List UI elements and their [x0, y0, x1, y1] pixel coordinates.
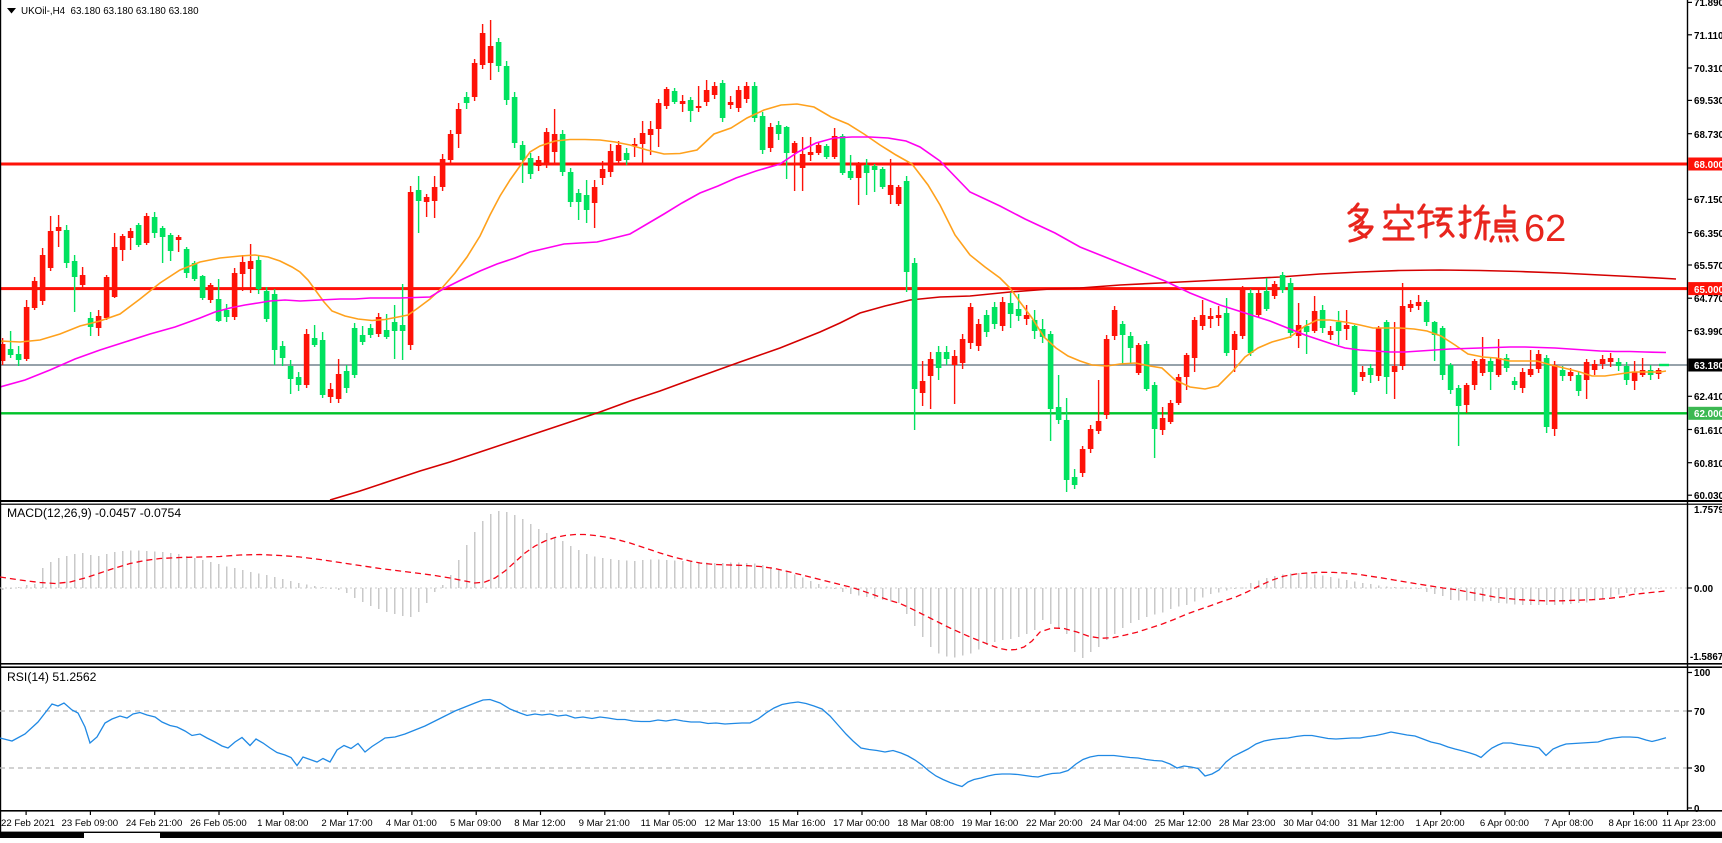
svg-text:26 Feb 05:00: 26 Feb 05:00	[190, 818, 247, 829]
svg-text:61.610: 61.610	[1694, 426, 1722, 437]
svg-text:68.730: 68.730	[1694, 130, 1722, 141]
svg-text:70.310: 70.310	[1694, 64, 1722, 75]
svg-text:7 Apr 08:00: 7 Apr 08:00	[1544, 818, 1593, 829]
svg-text:66.350: 66.350	[1694, 229, 1722, 240]
svg-text:6 Apr 00:00: 6 Apr 00:00	[1480, 818, 1529, 829]
svg-text:19 Mar 16:00: 19 Mar 16:00	[962, 818, 1019, 829]
svg-text:4 Mar 01:00: 4 Mar 01:00	[386, 818, 437, 829]
svg-text:62: 62	[1524, 208, 1566, 250]
svg-text:8 Apr 16:00: 8 Apr 16:00	[1608, 818, 1657, 829]
svg-text:63.180: 63.180	[1694, 361, 1722, 372]
svg-text:100: 100	[1694, 668, 1711, 679]
svg-text:71.110: 71.110	[1694, 31, 1722, 42]
svg-text:UKOil-,H4 63.180 63.180 63.18: UKOil-,H4 63.180 63.180 63.180 63.180	[21, 6, 199, 17]
svg-text:1 Mar 08:00: 1 Mar 08:00	[257, 818, 308, 829]
svg-text:65.000: 65.000	[1694, 285, 1722, 296]
svg-text:62.000: 62.000	[1694, 409, 1722, 420]
svg-text:63.990: 63.990	[1694, 327, 1722, 338]
svg-text:12 Mar 13:00: 12 Mar 13:00	[705, 818, 762, 829]
svg-text:24 Mar 04:00: 24 Mar 04:00	[1090, 818, 1147, 829]
svg-text:60.810: 60.810	[1694, 459, 1722, 470]
svg-text:69.530: 69.530	[1694, 96, 1722, 107]
svg-text:30: 30	[1694, 764, 1705, 775]
svg-text:9 Mar 21:00: 9 Mar 21:00	[579, 818, 630, 829]
svg-text:-1.5867: -1.5867	[1690, 652, 1722, 663]
svg-text:15 Mar 16:00: 15 Mar 16:00	[769, 818, 826, 829]
svg-text:31 Mar 12:00: 31 Mar 12:00	[1348, 818, 1405, 829]
svg-text:11 Mar 05:00: 11 Mar 05:00	[641, 818, 697, 829]
svg-text:23 Feb 09:00: 23 Feb 09:00	[62, 818, 119, 829]
svg-text:1 Apr 20:00: 1 Apr 20:00	[1416, 818, 1465, 829]
svg-text:18 Mar 08:00: 18 Mar 08:00	[897, 818, 954, 829]
svg-text:70: 70	[1694, 707, 1705, 718]
svg-text:0.00: 0.00	[1694, 584, 1714, 595]
svg-text:62.410: 62.410	[1694, 392, 1722, 403]
svg-text:11 Apr 23:00: 11 Apr 23:00	[1662, 818, 1716, 829]
svg-text:65.570: 65.570	[1694, 261, 1722, 272]
svg-text:2 Mar 17:00: 2 Mar 17:00	[321, 818, 372, 829]
svg-text:22 Feb 2021: 22 Feb 2021	[1, 818, 55, 829]
svg-text:0: 0	[1694, 804, 1700, 815]
svg-text:8 Mar 12:00: 8 Mar 12:00	[514, 818, 565, 829]
svg-text:RSI(14) 51.2562: RSI(14) 51.2562	[7, 670, 97, 684]
svg-text:25 Mar 12:00: 25 Mar 12:00	[1155, 818, 1212, 829]
svg-text:22 Mar 20:00: 22 Mar 20:00	[1026, 818, 1083, 829]
svg-text:71.890: 71.890	[1694, 0, 1722, 9]
svg-text:68.000: 68.000	[1694, 160, 1722, 171]
svg-text:30 Mar 04:00: 30 Mar 04:00	[1283, 818, 1340, 829]
svg-text:5 Mar 09:00: 5 Mar 09:00	[450, 818, 501, 829]
svg-text:60.030: 60.030	[1694, 491, 1722, 502]
svg-text:24 Feb 21:00: 24 Feb 21:00	[126, 818, 183, 829]
svg-text:64.770: 64.770	[1694, 294, 1722, 305]
svg-text:28 Mar 23:00: 28 Mar 23:00	[1219, 818, 1276, 829]
svg-text:67.150: 67.150	[1694, 195, 1722, 206]
svg-text:17 Mar 00:00: 17 Mar 00:00	[833, 818, 890, 829]
svg-text:1.7579: 1.7579	[1694, 505, 1722, 516]
svg-text:MACD(12,26,9) -0.0457 -0.0754: MACD(12,26,9) -0.0457 -0.0754	[7, 506, 181, 520]
